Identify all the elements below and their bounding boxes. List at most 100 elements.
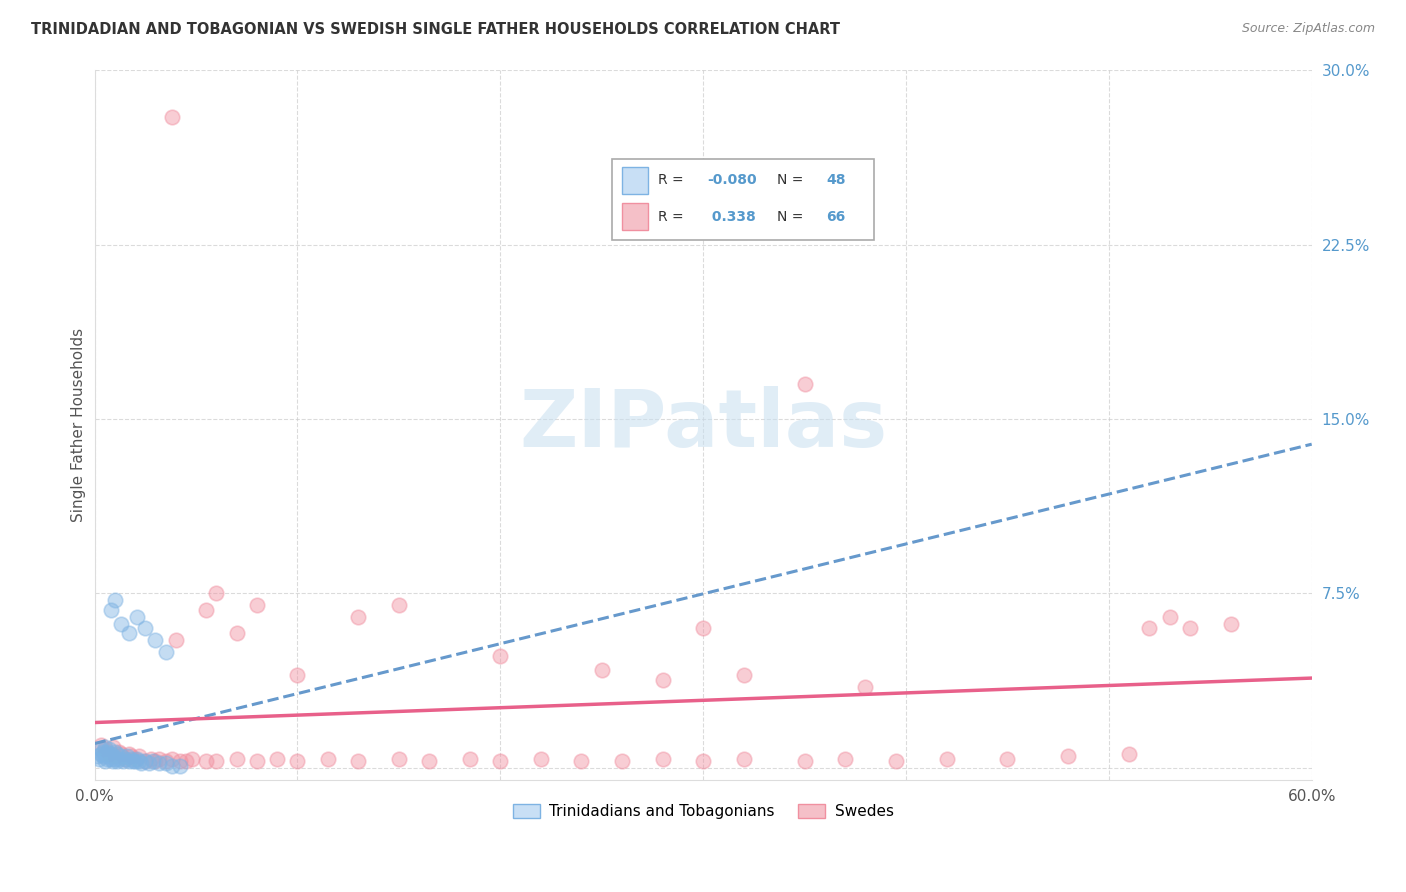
Point (90, 742, 112, 756)
Point (110, 749, 132, 764)
Point (96, 752, 118, 766)
Point (884, 754, 907, 768)
Point (141, 752, 163, 766)
Text: -0.080: -0.080 (707, 173, 756, 187)
Point (90, 747, 112, 761)
Point (316, 752, 339, 766)
Point (793, 377, 815, 392)
Text: N =: N = (778, 210, 808, 224)
Point (110, 616, 132, 631)
Point (155, 754, 177, 768)
Text: R =: R = (658, 210, 688, 224)
Point (793, 754, 815, 768)
Point (104, 752, 127, 766)
Point (195, 754, 218, 768)
Point (651, 752, 673, 766)
Point (120, 749, 142, 764)
Point (169, 758, 191, 772)
Point (105, 754, 128, 768)
Point (418, 754, 440, 768)
Point (347, 609, 370, 624)
Point (128, 749, 150, 764)
Point (225, 752, 247, 766)
Point (591, 663, 613, 677)
Point (388, 598, 411, 612)
Point (205, 754, 228, 768)
Point (347, 754, 370, 768)
Point (93, 739, 115, 754)
Point (165, 633, 187, 648)
Point (1178, 621, 1201, 635)
Point (114, 752, 136, 766)
Point (145, 754, 167, 768)
Point (127, 752, 149, 766)
Point (692, 621, 714, 635)
Point (145, 633, 167, 648)
Point (489, 754, 512, 768)
Point (120, 752, 142, 766)
Point (138, 756, 160, 771)
Point (530, 752, 553, 766)
Point (104, 593, 127, 607)
Point (160, 758, 183, 772)
Point (155, 645, 177, 659)
Point (225, 626, 247, 640)
Point (489, 649, 512, 664)
Point (651, 673, 673, 687)
Text: 66: 66 (827, 210, 845, 224)
Point (134, 754, 156, 768)
Point (205, 586, 228, 600)
Point (101, 739, 124, 754)
Point (100, 747, 122, 761)
Bar (621, 167, 648, 194)
Point (733, 752, 755, 766)
Point (104, 749, 127, 764)
Text: R =: R = (658, 173, 688, 187)
Point (1139, 621, 1161, 635)
Point (91, 749, 114, 764)
Point (160, 110, 183, 124)
Point (142, 754, 165, 768)
Point (287, 754, 309, 768)
Point (148, 752, 170, 766)
Point (91, 745, 114, 759)
Point (118, 747, 141, 761)
Y-axis label: Single Father Households: Single Father Households (72, 327, 86, 522)
Point (122, 754, 145, 768)
Point (287, 668, 309, 682)
Point (105, 747, 128, 761)
Point (111, 754, 134, 768)
Point (1118, 747, 1140, 761)
Point (1057, 749, 1080, 764)
Point (195, 603, 218, 617)
Point (174, 754, 197, 768)
Point (90, 738, 112, 752)
Point (97, 742, 120, 756)
Point (834, 752, 856, 766)
Text: ZIPatlas: ZIPatlas (519, 386, 887, 464)
Bar (621, 203, 648, 230)
Point (935, 752, 957, 766)
Point (108, 752, 131, 766)
Text: TRINIDADIAN AND TOBAGONIAN VS SWEDISH SINGLE FATHER HOUSEHOLDS CORRELATION CHART: TRINIDADIAN AND TOBAGONIAN VS SWEDISH SI… (31, 22, 839, 37)
Point (86, 749, 108, 764)
Point (101, 749, 124, 764)
Point (96, 745, 118, 759)
Text: N =: N = (778, 173, 808, 187)
Point (87, 752, 110, 766)
Point (246, 598, 269, 612)
Point (571, 754, 593, 768)
Point (124, 752, 146, 766)
Point (134, 621, 156, 635)
Point (733, 668, 755, 682)
Point (181, 752, 204, 766)
Point (93, 742, 115, 756)
Point (1219, 616, 1241, 631)
Point (169, 754, 191, 768)
Point (458, 752, 481, 766)
Point (108, 745, 131, 759)
Point (997, 752, 1019, 766)
Text: 48: 48 (827, 173, 845, 187)
Point (388, 752, 411, 766)
Point (118, 754, 141, 768)
